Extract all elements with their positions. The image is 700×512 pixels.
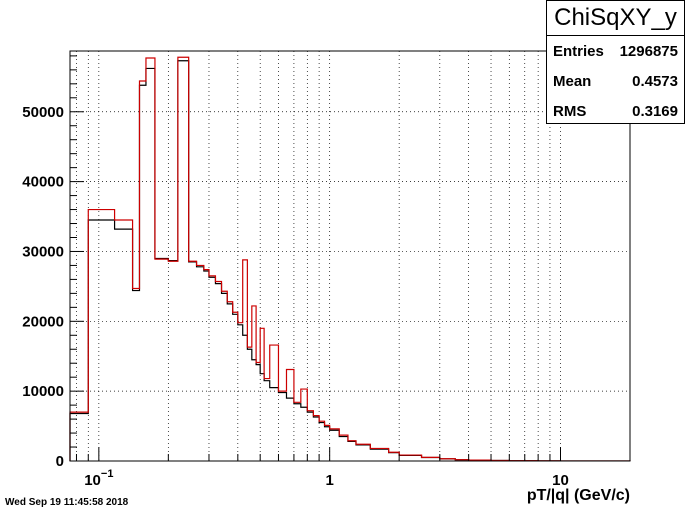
stats-label: Mean [553,72,592,90]
stats-row-mean: Mean 0.4573 [547,66,684,96]
plot-frame [69,50,631,462]
axes: 0 10000 20000 30000 40000 50000 10−1 1 10 [22,55,631,489]
y-tick-label: 0 [56,453,64,470]
stats-label: Entries [553,42,604,60]
stats-box: ChiSqXY_y Entries 1296875 Mean 0.4573 RM… [546,0,685,124]
x-axis-title: pT/|q| (GeV/c) [527,487,630,504]
y-tick-label: 50000 [22,104,64,121]
stats-title: ChiSqXY_y [547,1,684,36]
stats-label: RMS [553,102,587,120]
stats-row-rms: RMS 0.3169 [547,96,684,126]
x-tick-label: 10 [552,472,569,489]
x-tick-label: 1 [326,472,334,489]
x-tick-label: 10−1 [84,468,113,489]
y-tick-label: 40000 [22,174,64,191]
y-tick-label: 30000 [22,243,64,260]
histogram-series [69,56,631,462]
stats-value: 1296875 [619,42,678,60]
stats-value: 0.4573 [632,72,678,90]
y-tick-label: 10000 [22,383,64,400]
timestamp-label: Wed Sep 19 11:45:58 2018 [5,497,129,508]
histogram-series-red [69,56,631,462]
stats-row-entries: Entries 1296875 [547,36,684,66]
y-tick-label: 20000 [22,313,64,330]
stats-value: 0.3169 [632,102,678,120]
